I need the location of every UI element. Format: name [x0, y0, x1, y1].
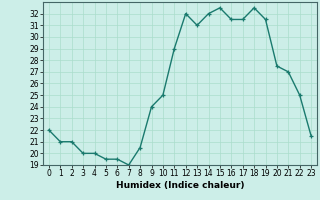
X-axis label: Humidex (Indice chaleur): Humidex (Indice chaleur) — [116, 181, 244, 190]
